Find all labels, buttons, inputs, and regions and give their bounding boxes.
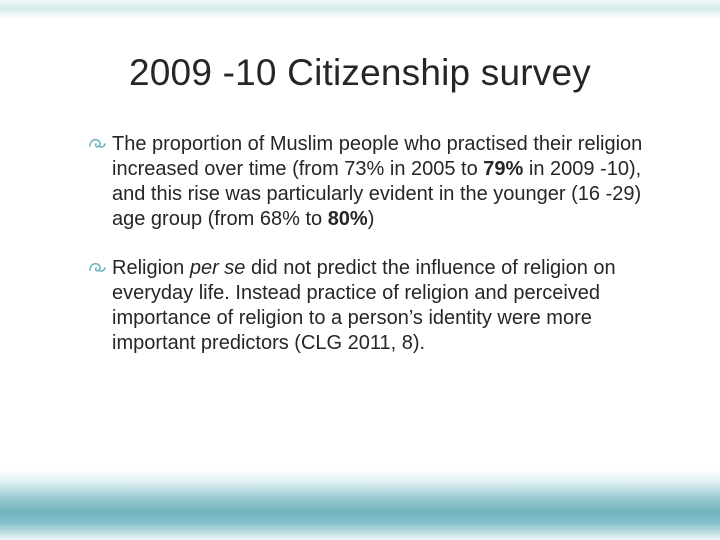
bullet-item: The proportion of Muslim people who prac… bbox=[88, 132, 650, 232]
slide: 2009 -10 Citizenship survey The proporti… bbox=[0, 0, 720, 540]
slide-body: The proportion of Muslim people who prac… bbox=[88, 132, 650, 380]
swirl-bullet-icon bbox=[88, 136, 106, 152]
text-segment: 79% bbox=[483, 158, 523, 180]
text-segment: ) bbox=[368, 208, 375, 230]
bullet-item: Religion per se did not predict the infl… bbox=[88, 256, 650, 356]
slide-title: 2009 -10 Citizenship survey bbox=[0, 52, 720, 94]
bottom-decorative-band bbox=[0, 470, 720, 540]
top-decorative-border bbox=[0, 0, 720, 18]
text-segment: per se bbox=[190, 257, 246, 279]
swirl-bullet-icon bbox=[88, 260, 106, 276]
bullet-text: The proportion of Muslim people who prac… bbox=[112, 133, 642, 230]
bullet-text: Religion per se did not predict the infl… bbox=[112, 257, 616, 354]
text-segment: 80% bbox=[328, 208, 368, 230]
text-segment: Religion bbox=[112, 257, 190, 279]
